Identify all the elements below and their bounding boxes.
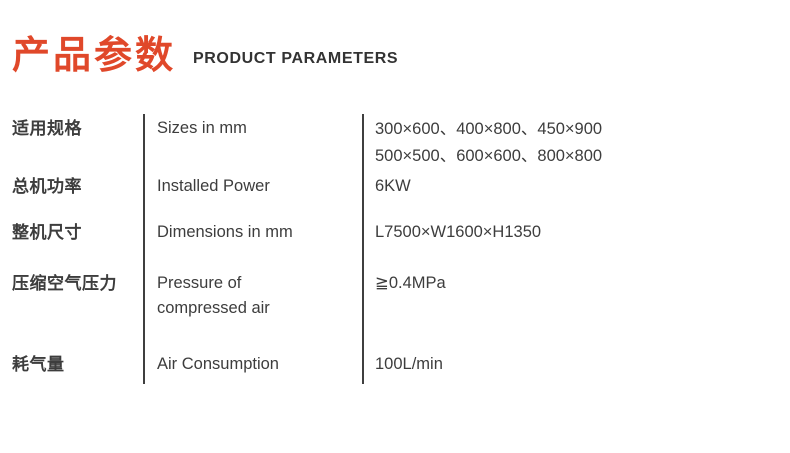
page-title-english: PRODUCT PARAMETERS	[193, 50, 399, 67]
row-value-line2: 500×500、600×600、800×800	[375, 147, 603, 165]
column-divider-2	[362, 114, 364, 384]
row-value: ≧0.4MPa	[375, 274, 446, 292]
row-value: L7500×W1600×H1350	[375, 223, 542, 241]
row-value: 300×600、400×800、450×900 500×500、600×600、8…	[375, 116, 602, 170]
row-label-zh: 整机尺寸	[12, 223, 82, 242]
row-label-en: Dimensions in mm	[157, 223, 293, 241]
row-label-zh: 总机功率	[12, 177, 82, 196]
row-label-en: Installed Power	[157, 177, 270, 195]
row-value: 6KW	[375, 177, 411, 195]
row-label-zh: 压缩空气压力	[12, 274, 117, 293]
page-title-chinese: 产品参数	[12, 35, 177, 77]
column-divider-1	[143, 114, 145, 384]
row-label-en-line1: Pressure of	[157, 274, 242, 292]
row-label-zh: 耗气量	[12, 355, 65, 374]
row-label-en-line2: compressed air	[157, 299, 270, 317]
row-label-en: Sizes in mm	[157, 119, 247, 137]
row-label-en: Pressure of compressed air	[157, 271, 270, 321]
row-label-zh: 适用规格	[12, 119, 82, 138]
row-value: 100L/min	[375, 355, 443, 373]
row-value-line1: 300×600、400×800、450×900	[375, 120, 603, 138]
row-label-en: Air Consumption	[157, 355, 279, 373]
